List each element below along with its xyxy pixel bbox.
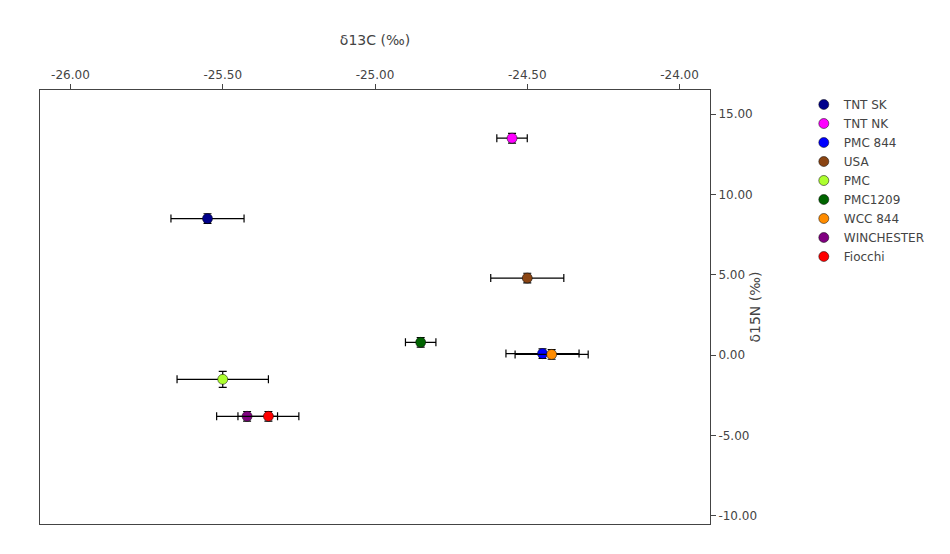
svg-text:TNT SK: TNT SK (843, 98, 888, 112)
svg-text:0.00: 0.00 (718, 348, 745, 362)
svg-text:PMC1209: PMC1209 (844, 193, 901, 207)
svg-text:USA: USA (844, 155, 870, 169)
svg-text:WINCHESTER: WINCHESTER (844, 231, 924, 245)
svg-text:-24.00: -24.00 (660, 68, 699, 82)
svg-text:δ15N (‰): δ15N (‰) (747, 271, 763, 342)
svg-text:δ13C (‰): δ13C (‰) (340, 32, 410, 48)
svg-text:-5.00: -5.00 (718, 429, 749, 443)
svg-text:Fiocchi: Fiocchi (844, 250, 885, 264)
svg-text:PMC 844: PMC 844 (844, 136, 897, 150)
svg-text:PMC: PMC (844, 174, 870, 188)
svg-text:-26.00: -26.00 (51, 68, 90, 82)
svg-text:-24.50: -24.50 (508, 68, 547, 82)
svg-text:10.00: 10.00 (718, 188, 752, 202)
svg-text:15.00: 15.00 (718, 107, 752, 121)
svg-text:-25.00: -25.00 (356, 68, 395, 82)
svg-text:5.00: 5.00 (718, 268, 745, 282)
svg-text:TNT NK: TNT NK (843, 117, 889, 131)
svg-text:WCC 844: WCC 844 (844, 212, 899, 226)
svg-text:-25.50: -25.50 (203, 68, 242, 82)
svg-text:-10.00: -10.00 (718, 509, 757, 523)
